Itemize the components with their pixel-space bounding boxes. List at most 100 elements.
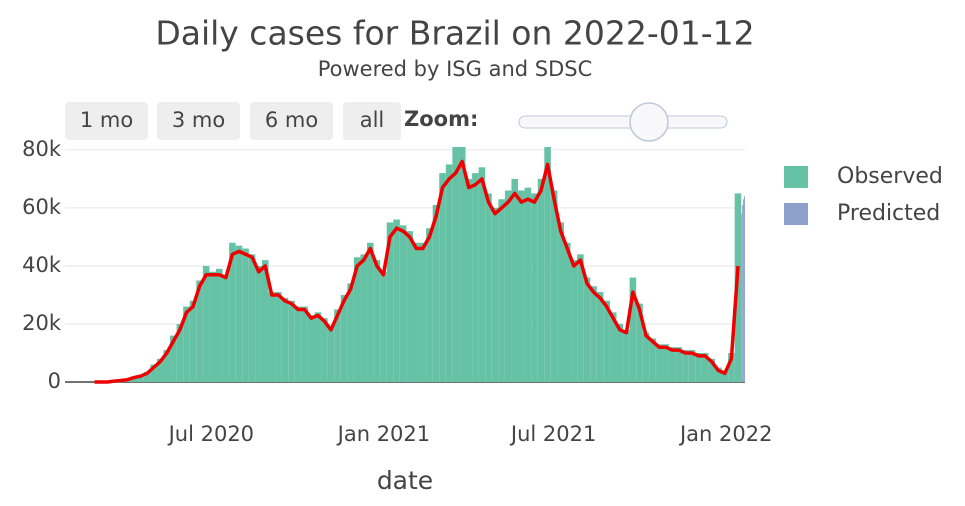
bar <box>170 335 177 382</box>
bar <box>744 196 745 382</box>
x-tick-label: Jul 2020 <box>167 422 254 446</box>
bar <box>491 207 499 382</box>
range-button-label[interactable]: 3 mo <box>172 108 225 132</box>
x-tick-label: Jul 2021 <box>509 422 596 446</box>
bar <box>393 219 400 382</box>
bar <box>373 260 381 382</box>
bar <box>189 300 197 382</box>
bar <box>340 294 348 382</box>
bar <box>531 193 538 382</box>
bar <box>649 338 656 382</box>
legend-swatch[interactable] <box>784 203 808 225</box>
bar <box>294 306 302 382</box>
bar <box>550 190 558 382</box>
bar <box>701 352 709 382</box>
legend-label[interactable]: Observed <box>837 164 943 189</box>
bar <box>524 187 532 382</box>
bar <box>609 312 617 382</box>
y-tick-label: 20k <box>22 311 62 335</box>
bar <box>406 231 413 382</box>
legend-label[interactable]: Predicted <box>837 201 940 226</box>
bar <box>596 292 604 382</box>
bar <box>742 205 744 382</box>
zoom-slider-track[interactable] <box>518 115 728 129</box>
bar <box>452 147 459 382</box>
bar <box>380 271 387 382</box>
bar <box>662 344 670 382</box>
bar <box>242 248 249 382</box>
bar <box>183 306 190 382</box>
bar <box>426 228 433 382</box>
bar <box>235 245 243 382</box>
bar <box>629 277 637 382</box>
bar <box>439 173 446 382</box>
bar <box>261 260 269 382</box>
bar <box>137 374 144 382</box>
bar <box>255 265 262 382</box>
x-axis-title: date <box>377 466 433 495</box>
bar <box>728 352 735 382</box>
bar <box>327 326 335 382</box>
zoom-label: Zoom: <box>404 107 478 131</box>
bar <box>636 303 643 382</box>
bar <box>741 213 743 382</box>
bar <box>583 277 591 382</box>
bar <box>307 315 315 382</box>
bar <box>399 225 407 382</box>
bar <box>432 205 440 382</box>
bar <box>675 347 683 382</box>
bar <box>465 178 473 382</box>
bar <box>577 254 584 382</box>
legend-swatch[interactable] <box>784 166 808 188</box>
bar <box>537 178 545 382</box>
bar <box>419 242 427 382</box>
bar <box>708 358 715 382</box>
bar <box>301 306 308 382</box>
bar <box>563 242 571 382</box>
range-button[interactable] <box>65 102 148 140</box>
bar <box>570 260 578 382</box>
range-button-label[interactable]: 1 mo <box>80 108 133 132</box>
y-tick-label: 80k <box>22 137 62 161</box>
bar <box>504 190 512 382</box>
zoom-slider-handle[interactable] <box>629 102 669 142</box>
bar <box>334 309 341 382</box>
bar <box>458 147 466 382</box>
bar <box>202 265 210 382</box>
bar <box>669 347 676 382</box>
bar <box>216 268 223 382</box>
bar <box>721 370 729 382</box>
bar <box>603 300 610 382</box>
bar <box>268 292 276 382</box>
bar <box>275 292 282 382</box>
range-button[interactable] <box>250 102 333 140</box>
bar <box>472 173 479 382</box>
bar <box>485 193 492 382</box>
bar <box>347 283 354 382</box>
bar <box>616 323 624 382</box>
range-button-label[interactable]: 6 mo <box>265 108 318 132</box>
chart-subtitle: Powered by ISG and SDSC <box>318 57 593 81</box>
bar <box>176 323 184 382</box>
bar <box>743 199 745 382</box>
range-button-label[interactable]: all <box>360 108 385 132</box>
y-tick-label: 60k <box>22 195 62 219</box>
bar <box>360 254 368 382</box>
bar <box>156 358 164 382</box>
bar <box>209 271 217 382</box>
bar <box>196 280 203 382</box>
bar <box>222 274 230 382</box>
range-button[interactable] <box>157 102 240 140</box>
bar <box>248 254 256 382</box>
bar <box>321 318 328 382</box>
bar <box>590 286 597 382</box>
bar <box>695 352 702 382</box>
bar <box>498 199 505 382</box>
bar <box>682 350 689 382</box>
y-tick-label: 0 <box>48 369 61 393</box>
bar <box>163 350 171 382</box>
y-tick-label: 40k <box>22 253 62 277</box>
bar <box>511 178 519 382</box>
range-button[interactable] <box>343 102 401 140</box>
